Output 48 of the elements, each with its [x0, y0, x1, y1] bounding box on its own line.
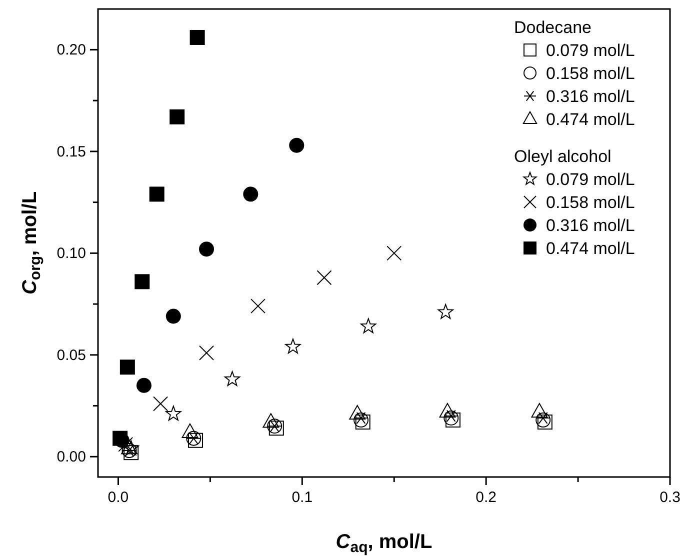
- legend-label: 0.079 mol/L: [546, 41, 635, 60]
- point: [439, 402, 456, 418]
- point: [354, 412, 369, 424]
- x-tick-label: 0.0: [108, 489, 129, 506]
- annotation: Dodecane: [514, 18, 592, 37]
- point: [386, 246, 402, 261]
- point: [250, 298, 266, 314]
- point: [166, 308, 181, 324]
- point: [536, 412, 551, 424]
- legend-label: 0.316 mol/L: [546, 216, 635, 235]
- point: [444, 410, 459, 422]
- y-tick-label: 0.15: [56, 143, 86, 160]
- legend-label: 0.158 mol/L: [546, 64, 635, 83]
- point: [224, 371, 240, 386]
- annotation: Oleyl alcohol: [514, 147, 612, 166]
- x-tick-label: 0.3: [660, 489, 680, 506]
- point: [120, 360, 135, 375]
- point: [360, 318, 376, 334]
- point: [243, 186, 258, 202]
- x-tick-label: 0.1: [292, 489, 313, 506]
- x-axis-title: C$_{aq}$, mol/L: [336, 531, 432, 556]
- legend-label: 0.474 mol/L: [546, 110, 635, 129]
- point: [349, 405, 366, 420]
- legend-label: 0.079 mol/L: [546, 170, 635, 189]
- legend-label: 0.474 mol/L: [546, 239, 635, 258]
- point: [289, 138, 304, 153]
- y-tick-label: 0.00: [56, 448, 86, 466]
- y-tick-label: 0.05: [56, 346, 86, 364]
- y-tick-label: 0.20: [56, 42, 86, 59]
- point: [136, 378, 152, 393]
- point: [262, 413, 280, 428]
- point: [166, 406, 182, 421]
- point: [285, 338, 301, 354]
- point: [199, 242, 214, 257]
- point: [153, 396, 168, 412]
- legend-label: 0.316 mol/L: [546, 87, 635, 106]
- point: [149, 186, 164, 202]
- y-tick-label: 0.10: [56, 245, 86, 262]
- point: [182, 423, 198, 438]
- point: [190, 30, 205, 45]
- point: [531, 402, 548, 418]
- point: [316, 270, 332, 286]
- x-tick-label: 0.2: [476, 489, 497, 506]
- point: [438, 304, 454, 319]
- point: [199, 345, 214, 360]
- point: [170, 109, 185, 124]
- point: [134, 274, 150, 290]
- legend-label: 0.158 mol/L: [546, 193, 635, 212]
